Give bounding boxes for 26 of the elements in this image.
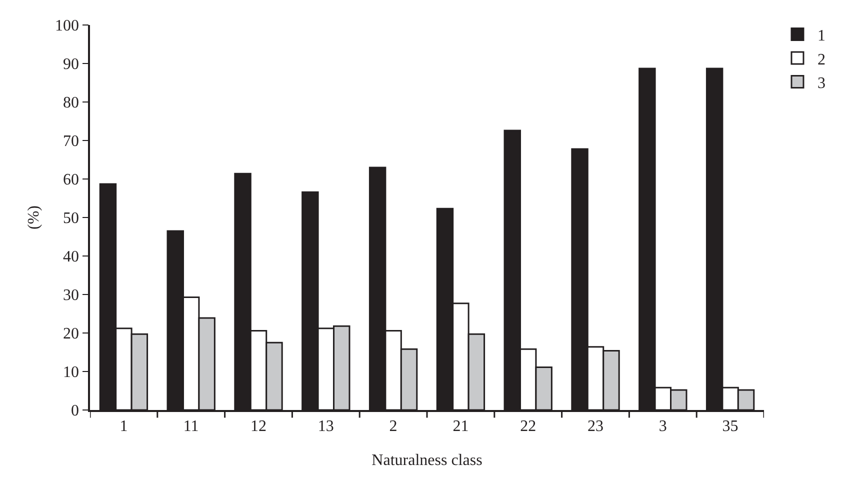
x-tick-label: 13 — [318, 418, 334, 435]
y-tick-label: 40 — [63, 248, 80, 266]
x-tick-label: 21 — [452, 418, 469, 435]
y-tick-label: 50 — [63, 210, 80, 228]
x-tick-label: 3 — [658, 418, 667, 435]
y-tick-label: 30 — [63, 287, 80, 304]
y-tick-label: 90 — [63, 56, 80, 74]
x-tick-label: 22 — [520, 418, 536, 435]
y-tick-label: 70 — [63, 133, 80, 150]
x-tick-label: 35 — [722, 418, 738, 435]
x-tick-label: 2 — [389, 418, 398, 435]
y-axis-title: (%) — [25, 206, 42, 230]
y-tick-label: 60 — [63, 172, 80, 189]
y-tick-label: 20 — [63, 326, 80, 343]
y-tick-label: 0 — [71, 402, 80, 420]
legend-label: 2 — [817, 51, 826, 68]
legend-label: 1 — [817, 27, 826, 44]
legend-label: 3 — [817, 75, 826, 92]
y-tick-label: 10 — [63, 364, 80, 382]
x-axis-title: Naturalness class — [372, 452, 482, 470]
x-tick-label: 12 — [250, 418, 266, 435]
x-tick-label: 23 — [588, 418, 604, 435]
y-tick-label: 80 — [63, 94, 80, 112]
x-tick-label: 11 — [183, 418, 199, 435]
y-tick-label: 100 — [55, 18, 80, 35]
x-tick-label: 1 — [120, 418, 128, 435]
